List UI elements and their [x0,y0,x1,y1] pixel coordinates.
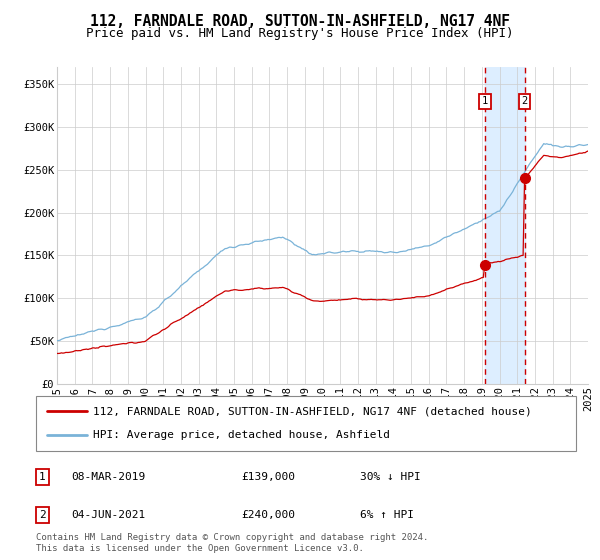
Text: £240,000: £240,000 [241,510,295,520]
Text: HPI: Average price, detached house, Ashfield: HPI: Average price, detached house, Ashf… [92,431,390,440]
Text: 2: 2 [39,510,46,520]
Text: Price paid vs. HM Land Registry's House Price Index (HPI): Price paid vs. HM Land Registry's House … [86,27,514,40]
Bar [485,67,524,384]
Text: 6% ↑ HPI: 6% ↑ HPI [360,510,414,520]
Text: 112, FARNDALE ROAD, SUTTON-IN-ASHFIELD, NG17 4NF: 112, FARNDALE ROAD, SUTTON-IN-ASHFIELD, … [90,14,510,29]
Text: £139,000: £139,000 [241,472,295,482]
Text: 08-MAR-2019: 08-MAR-2019 [71,472,145,482]
Text: 04-JUN-2021: 04-JUN-2021 [71,510,145,520]
FancyBboxPatch shape [36,396,576,451]
Text: 112, FARNDALE ROAD, SUTTON-IN-ASHFIELD, NG17 4NF (detached house): 112, FARNDALE ROAD, SUTTON-IN-ASHFIELD, … [92,407,532,416]
Text: 2: 2 [521,96,528,106]
Text: Contains HM Land Registry data © Crown copyright and database right 2024.
This d: Contains HM Land Registry data © Crown c… [36,533,428,553]
Text: 1: 1 [39,472,46,482]
Text: 1: 1 [482,96,488,106]
Text: 30% ↓ HPI: 30% ↓ HPI [360,472,421,482]
